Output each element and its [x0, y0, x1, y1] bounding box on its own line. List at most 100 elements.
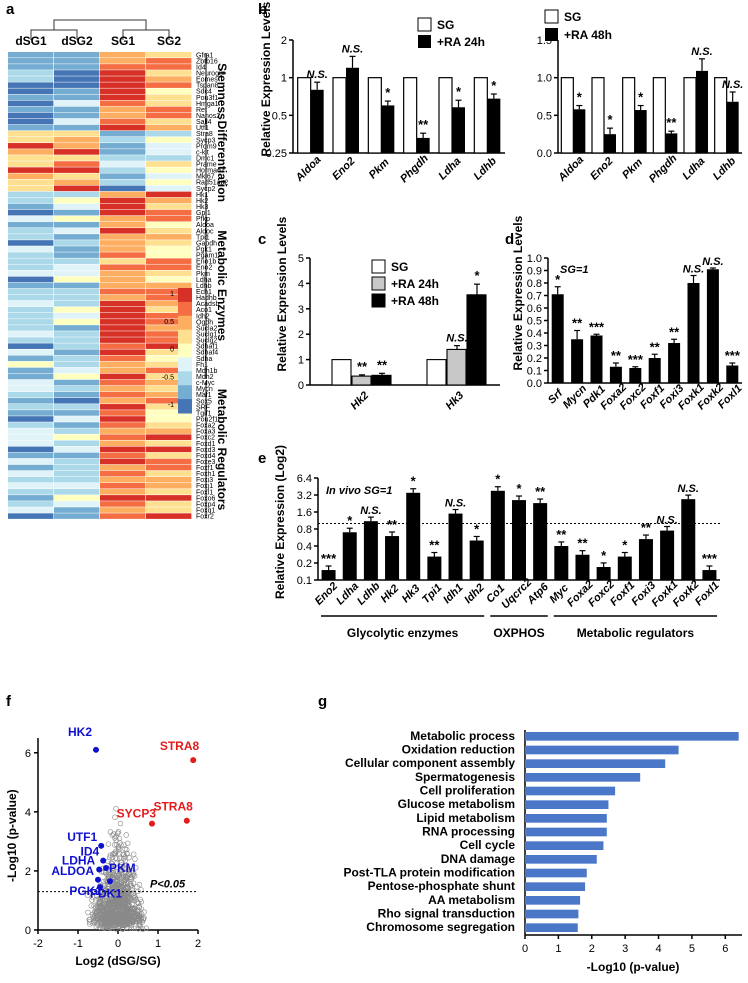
heatmap-cell [54, 452, 100, 459]
heatmap-cell [8, 361, 54, 368]
bar-1 [446, 348, 467, 386]
panel-letter-d: d [505, 231, 514, 248]
heatmap-cell [146, 112, 192, 119]
heatmap-cell [54, 501, 100, 507]
hbar [525, 923, 578, 932]
heatmap-cell [146, 234, 192, 240]
scatter-point [120, 922, 126, 928]
heatmap-cell [100, 416, 146, 422]
point-label: PKM [109, 861, 136, 875]
heatmap-cell [8, 325, 54, 331]
bar-sg [332, 77, 347, 154]
heatmap-cell [54, 88, 100, 94]
significance: * [347, 513, 353, 528]
heatmap-cell [8, 161, 54, 167]
heatmap-cell [8, 100, 54, 107]
category-label: Glucose metabolism [398, 797, 515, 811]
point-label: STRA8 [160, 739, 200, 753]
heatmap-cell [54, 495, 100, 501]
bar [648, 358, 661, 383]
heatmap-gene-label: Suclg2 [196, 338, 218, 345]
x-tick-label: Phgdh [398, 152, 431, 185]
heatmap-cell [8, 373, 54, 380]
x-tick-label: Ldhb [471, 155, 499, 183]
heatmap-cell [8, 440, 54, 447]
bar [660, 530, 675, 580]
scatter-point [140, 926, 146, 932]
y-tick-label: 0.9 [527, 266, 542, 278]
scatter-point [133, 896, 139, 902]
heatmap-cell [146, 282, 192, 289]
x-tick-label: 1 [555, 943, 561, 955]
y-tick-label: 0.25 [266, 148, 287, 160]
heatmap-cell [100, 404, 146, 410]
y-tick-label: 2 [25, 866, 31, 878]
panel-letter-c: c [258, 231, 266, 248]
significance: * [495, 472, 501, 487]
bar-2 [371, 374, 392, 386]
legend-label: SG [391, 260, 408, 274]
heatmap-cell [54, 410, 100, 416]
heatmap-cell [8, 513, 54, 519]
significance: ** [377, 357, 388, 372]
heatmap-cell [54, 367, 100, 374]
heatmap-cell [8, 203, 54, 210]
heatmap-cell [100, 452, 146, 459]
heatmap-cell [8, 246, 54, 252]
heatmap-cell [146, 410, 192, 416]
x-tick-label: Ldha [334, 580, 361, 607]
heatmap-cell [8, 276, 54, 283]
heatmap-gene-label: Pkm [196, 271, 210, 278]
significance: ** [357, 359, 368, 374]
heatmap-gene-label: Fh1 [196, 362, 208, 369]
heatmap-cell [8, 76, 54, 82]
heatmap-cell [8, 288, 54, 295]
legend-label: +RA 24h [437, 35, 485, 49]
heatmap-cell [146, 136, 192, 143]
heatmap-cell [146, 349, 192, 355]
scatter-point [104, 905, 110, 911]
scatter-point [121, 852, 127, 858]
heatmap-cell [54, 470, 100, 477]
heatmap-gene-label: Foxl1 [196, 489, 213, 496]
heatmap-cell [8, 173, 54, 179]
x-tick-label: Eno2 [588, 155, 616, 183]
category-label: Oxidation reduction [402, 743, 515, 757]
heatmap-cell [54, 234, 100, 240]
panel-letter-b: b [258, 1, 267, 18]
heatmap-cell [8, 349, 54, 355]
heatmap-cell [54, 52, 100, 58]
scatter-point [115, 828, 122, 835]
heatmap-cell [54, 434, 100, 440]
y-tick-label: 0.8 [297, 524, 312, 536]
scatter-point [124, 850, 130, 857]
heatmap-gene-label: Pgam1 [196, 253, 218, 260]
y-tick-label: 0.4 [297, 541, 312, 553]
scatter-point [138, 887, 144, 893]
x-tick-label: Phgdh [647, 152, 680, 185]
significance: N.S. [656, 515, 677, 527]
heatmap-cell [54, 191, 100, 198]
scatter-point [99, 916, 106, 922]
heatmap-cell [8, 240, 54, 246]
significance: * [516, 481, 522, 496]
heatmap-cell [146, 88, 192, 94]
heatmap-cell [100, 118, 146, 125]
heatmap-gene-label: Rad51ap2 [196, 180, 228, 187]
panel-letter-f: f [6, 693, 12, 710]
heatmap-cell [8, 264, 54, 271]
heatmap-cell [100, 149, 146, 155]
heatmap-cell [8, 167, 54, 173]
scatter-point [113, 926, 119, 932]
heatmap-cell [8, 82, 54, 88]
heatmap-cell [100, 482, 146, 489]
hbar [525, 882, 586, 891]
heatmap-cell [8, 221, 54, 228]
bar-sg [560, 77, 574, 154]
category-label: Cellular component assembly [345, 756, 515, 770]
heatmap-cell [100, 343, 146, 349]
significance: * [456, 84, 462, 99]
bar-treated [634, 110, 647, 153]
category-label: Metabolic process [410, 729, 515, 743]
x-tick-label: Hk2 [379, 582, 402, 605]
